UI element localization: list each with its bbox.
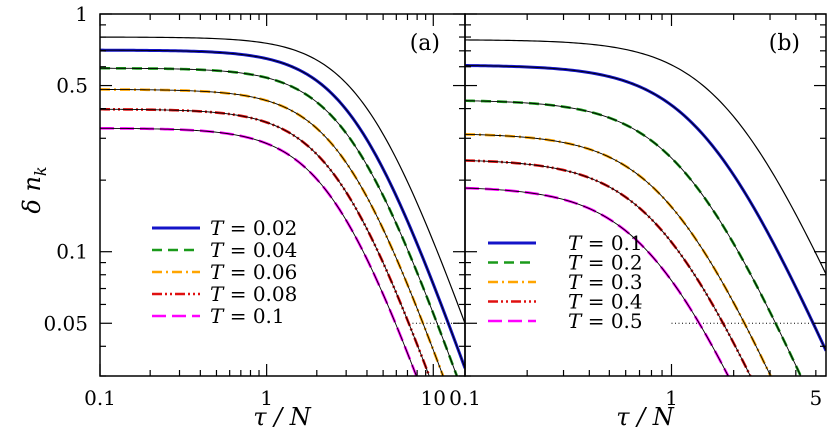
panel-a-legend-label: T = 0.08 <box>210 282 297 306</box>
panel-a-x-ticks: 0.1 1 10 <box>84 14 446 410</box>
panel-b-theory-curve-T=0.1 <box>465 65 826 351</box>
y-tick-label: 0.1 <box>56 240 88 264</box>
panel-b-series <box>465 39 826 376</box>
panel-b-series-T=0.4 <box>465 159 752 376</box>
y-axis-label: δ nk <box>18 166 50 213</box>
panel-b-legend-label: T = 0.4 <box>568 290 643 314</box>
panel-a-legend: T = 0.02T = 0.04T = 0.06T = 0.08T = 0.1 <box>152 216 297 328</box>
svg-text:δ nk: δ nk <box>18 166 50 213</box>
panel-a-x-tick-label: 10 <box>421 386 446 410</box>
panel-a-theory-curve-T=0.04 <box>100 67 458 376</box>
panel-b-x-tick-label: 1 <box>665 386 678 410</box>
panel-b-x-axis-label: τ / N <box>616 403 675 431</box>
panel-b-theory-curve-T=0.3 <box>465 133 772 376</box>
panel-a-series <box>100 36 465 376</box>
panel-a-theory-curve-T=0.06 <box>100 89 444 376</box>
y-axis-label-sub: k <box>31 166 50 176</box>
panel-b-legend-label: T = 0.3 <box>568 270 643 294</box>
panel-b-theory-curve-T=0.2 <box>465 100 802 376</box>
panel-b-series-T=0.1 <box>465 64 826 352</box>
panel-b-theory-curve-T=0.5 <box>465 187 729 376</box>
y-tick-label: 1 <box>75 2 88 26</box>
y-axis-label-main: δ n <box>18 176 46 214</box>
panel-b-legend-label: T = 0.1 <box>568 231 643 255</box>
panel-a-series-black-thin <box>100 36 465 324</box>
panel-a-legend-label: T = 0.02 <box>210 216 297 240</box>
panel-b: 0.1 1 5 (b) τ / N T = 0.1T = 0.2T = 0.3T =… <box>449 13 827 431</box>
panel-b-theory-curve-T=0.4 <box>465 160 751 376</box>
y-tick-label: 0.5 <box>56 74 88 98</box>
panel-b-x-tick-label: 0.1 <box>449 386 481 410</box>
panel-a-label: (a) <box>410 31 440 56</box>
panel-a-x-axis-label: τ / N <box>253 403 312 431</box>
panel-a-x-tick-label: 0.1 <box>84 386 116 410</box>
panel-a-x-tick-label: 1 <box>260 386 273 410</box>
panel-b-legend: T = 0.1T = 0.2T = 0.3T = 0.4T = 0.5 <box>488 231 643 333</box>
panel-a-theory-curve-T=0.1 <box>100 127 417 376</box>
panel-b-legend-label: T = 0.5 <box>568 309 643 333</box>
panel-a: 0.1 1 10 10.50.10.05 (a) τ / N T = 0.02T =… <box>43 2 466 431</box>
panel-a-legend-label: T = 0.06 <box>210 260 297 284</box>
panel-b-series-T=0.5 <box>465 186 730 376</box>
panel-a-legend-label: T = 0.1 <box>210 304 285 328</box>
panel-b-label: (b) <box>769 31 800 56</box>
panel-b-legend-label: T = 0.2 <box>568 251 643 275</box>
panel-a-theory-curve-T=0.08 <box>100 108 430 376</box>
panel-a-y-ticks: 1 0.5 0.1 0.05 <box>43 2 465 377</box>
panel-b-y-ticks <box>465 13 826 377</box>
panel-b-series-black-thin <box>465 39 826 275</box>
y-tick-label: 0.05 <box>43 311 88 335</box>
panel-b-series-T=0.2 <box>465 99 803 376</box>
panel-a-theory-curve-T=0.02 <box>100 49 465 369</box>
panel-a-legend-label: T = 0.04 <box>210 238 297 262</box>
panel-b-x-ticks: 0.1 1 5 <box>449 14 822 410</box>
panel-b-x-tick-label: 5 <box>809 386 822 410</box>
panel-b-frame <box>464 13 827 377</box>
